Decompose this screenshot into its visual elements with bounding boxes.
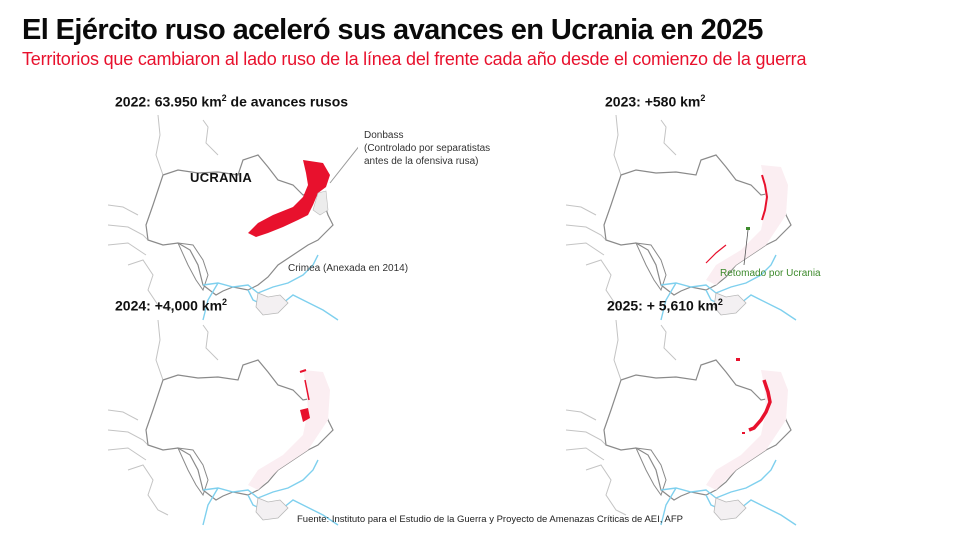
donbass-annotation: Donbass (Controlado por separatistas ant… <box>364 130 491 167</box>
map-2025 <box>566 320 797 526</box>
map-2023 <box>566 115 797 321</box>
panel-title-2022: 2022: 63.950 km2 de avances rusos <box>115 93 349 110</box>
map-2024 <box>108 320 339 526</box>
page-subtitle: Territorios que cambiaron al lado ruso d… <box>22 49 807 69</box>
panel-title-2024: 2024: +4,000 km2 <box>115 297 228 314</box>
country-label: UCRANIA <box>190 170 253 185</box>
panel-title-2025: 2025: + 5,610 km2 <box>607 297 723 314</box>
page-title: El Ejército ruso aceleró sus avances en … <box>22 14 763 46</box>
retaken-annotation: Retomado por Ucrania <box>720 268 821 279</box>
source-note: Fuente: Instituto para el Estudio de la … <box>296 514 683 525</box>
panel-title-2023: 2023: +580 km2 <box>605 93 706 110</box>
crimea-annotation: Crimea (Anexada en 2014) <box>288 263 409 274</box>
map-2022 <box>108 115 358 321</box>
